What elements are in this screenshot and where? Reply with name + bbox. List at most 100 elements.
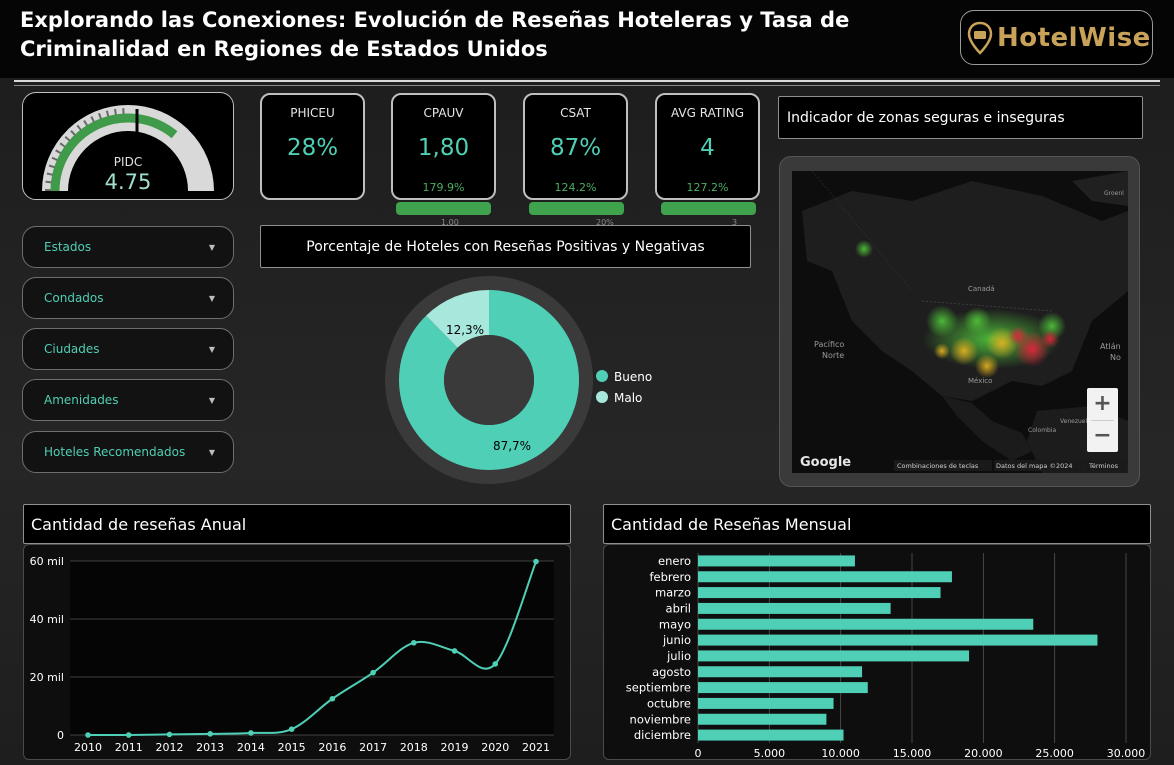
map-label-colombia: Colombia: [1028, 427, 1057, 434]
kpi-name: PHICEU: [290, 106, 335, 120]
filter-label: Condados: [44, 291, 104, 305]
attribution-bg: [994, 460, 1084, 471]
kpi-progress-bar: [396, 202, 491, 215]
filter-ciudades[interactable]: Ciudades ▼: [22, 328, 234, 370]
x-tick-label: 20.000: [964, 747, 1003, 760]
legend-label-bueno[interactable]: Bueno: [614, 370, 652, 384]
donut-title: Porcentaje de Hoteles con Reseñas Positi…: [260, 225, 751, 268]
bar[interactable]: [698, 650, 970, 662]
donut-slice-malo: [426, 290, 489, 348]
data-point[interactable]: [85, 732, 91, 738]
filter-label: Hoteles Recomendados: [44, 445, 186, 459]
filter-estados[interactable]: Estados ▼: [22, 226, 234, 268]
land-central-america: [942, 396, 1032, 461]
kpi-target-tick: 1.00: [441, 218, 459, 227]
map-label-atlantic-2: No: [1110, 353, 1121, 362]
data-point[interactable]: [288, 726, 295, 732]
map-label-venezuela: Venezuela: [1060, 418, 1091, 425]
heat-spot: [950, 337, 978, 365]
keyboard-shortcuts-link[interactable]: Combinaciones de teclas: [897, 462, 979, 470]
gauge-shade: [45, 108, 129, 192]
header: Explorando las Conexiones: Evolución de …: [0, 0, 1174, 78]
filter-label: Amenidades: [44, 393, 119, 407]
border-line: [921, 300, 1053, 312]
bar[interactable]: [698, 571, 952, 583]
heat-spot: [975, 354, 999, 378]
category-label: enero: [658, 554, 691, 568]
monthly-chart-panel: 0 5.000 10.000 15.000 20.000 25.000 30.000 ener…: [603, 544, 1151, 760]
y-tick-label: 20 mil: [30, 671, 64, 684]
chevron-down-icon: ▼: [208, 447, 215, 457]
bar[interactable]: [698, 555, 855, 567]
data-point[interactable]: [329, 695, 336, 702]
donut-hole: [444, 335, 534, 425]
bar[interactable]: [698, 666, 863, 678]
location-pin-icon: [967, 21, 993, 55]
legend-label-malo[interactable]: Malo: [614, 391, 642, 405]
gauge-label: PIDC: [113, 155, 143, 169]
bar[interactable]: [698, 697, 834, 709]
kpi-card-avg-rating: AVG RATING 4 127.2%: [655, 93, 760, 200]
kpi-target-tick: 3: [732, 218, 738, 227]
bar[interactable]: [698, 634, 1098, 646]
donut-chart: 12,3% 87,7% Bueno Malo: [385, 276, 652, 484]
x-tick-label: 15.000: [893, 747, 932, 760]
data-point[interactable]: [248, 730, 254, 736]
x-tick-label: 2020: [481, 741, 509, 754]
data-point[interactable]: [411, 639, 417, 646]
donut-label-bueno: 87,7%: [493, 439, 531, 453]
header-divider: [14, 80, 1160, 82]
attribution-bg: [894, 460, 992, 471]
x-tick-label: 2015: [278, 741, 306, 754]
filter-amenidades[interactable]: Amenidades ▼: [22, 379, 234, 421]
bar[interactable]: [698, 587, 941, 599]
kpi-progress-bar: [529, 202, 624, 215]
terms-link[interactable]: Términos: [1088, 462, 1119, 470]
data-point[interactable]: [370, 669, 376, 676]
data-point[interactable]: [451, 648, 458, 654]
bar[interactable]: [698, 682, 868, 694]
pidc-gauge: [42, 105, 214, 192]
filter-hoteles-recomendados[interactable]: Hoteles Recomendados ▼: [22, 431, 234, 473]
donut-title-text: Porcentaje de Hoteles con Reseñas Positi…: [306, 238, 705, 255]
heat-spot: [926, 305, 958, 337]
legend-swatch-bueno: [596, 370, 608, 382]
y-tick-label: 0: [57, 729, 64, 742]
data-point[interactable]: [125, 732, 132, 738]
bar[interactable]: [698, 729, 844, 741]
bar[interactable]: [698, 618, 1034, 630]
chevron-down-icon: ▼: [208, 293, 215, 303]
title-line-1: Explorando las Conexiones: Evolución de …: [20, 8, 850, 32]
bar[interactable]: [698, 713, 827, 725]
land-greenland: [1072, 171, 1128, 206]
page-title: Explorando las Conexiones: Evolución de …: [20, 6, 920, 64]
x-tick-label: 2014: [237, 741, 265, 754]
data-point[interactable]: [492, 661, 499, 667]
monthly-bar-chart: 0 5.000 10.000 15.000 20.000 25.000 30.000 ener…: [626, 553, 1146, 760]
category-label: octubre: [647, 696, 691, 710]
bar[interactable]: [698, 602, 891, 614]
y-tick-label: 60 mil: [30, 555, 64, 568]
map-label-atlantic: Atlán: [1100, 342, 1121, 351]
data-point[interactable]: [207, 731, 213, 737]
x-tick-label: 10.000: [821, 747, 860, 760]
data-point[interactable]: [533, 558, 539, 565]
x-tick-label: 30.000: [1107, 747, 1146, 760]
x-tick-label: 2021: [522, 741, 550, 754]
annual-chart-panel: 0 20 mil 40 mil 60 mil 2010 2011 2012 2013 2014 2…: [23, 544, 571, 760]
heat-spot: [1041, 330, 1059, 348]
category-label: mayo: [659, 617, 691, 631]
zoom-out-button[interactable]: −: [1093, 423, 1112, 448]
kpi-value: 4: [700, 135, 715, 161]
filter-condados[interactable]: Condados ▼: [22, 277, 234, 319]
heatmap-map[interactable]: Canadá Pacífico Norte México Atlán No Gr…: [792, 171, 1128, 473]
zoom-in-button[interactable]: +: [1093, 391, 1112, 416]
data-point[interactable]: [166, 731, 173, 738]
title-line-2: Criminalidad en Regiones de Estados Unid…: [20, 37, 548, 61]
monthly-chart-title: Cantidad de Reseñas Mensual: [603, 504, 1151, 544]
kpi-target-tick: 20%: [596, 218, 614, 227]
gauge-value: 4.75: [104, 170, 152, 194]
chevron-down-icon: ▼: [208, 395, 215, 405]
kpi-name: AVG RATING: [670, 106, 745, 120]
attribution-bg: [1086, 460, 1126, 471]
